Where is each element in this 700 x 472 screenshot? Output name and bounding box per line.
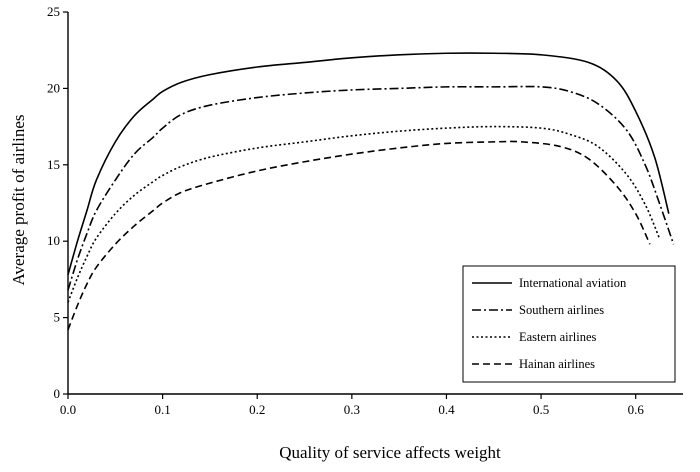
- y-tick-label: 5: [54, 310, 61, 325]
- series-line-1: [67, 52, 670, 276]
- legend-label-4: Hainan airlines: [519, 357, 595, 371]
- series-line-4: [67, 140, 651, 331]
- y-tick-label: 10: [47, 233, 60, 248]
- x-tick-label: 0.2: [249, 402, 265, 417]
- y-tick-label: 25: [47, 4, 60, 19]
- x-tick-label: 0.6: [628, 402, 645, 417]
- series-lines: [67, 52, 675, 331]
- legend-label-2: Southern airlines: [519, 303, 604, 317]
- legend-label-1: International aviation: [519, 276, 627, 290]
- y-tick-label: 0: [54, 386, 61, 401]
- x-tick-label: 0.3: [344, 402, 360, 417]
- legend-label-3: Eastern airlines: [519, 330, 597, 344]
- y-axis-title: Average profit of airlines: [9, 114, 28, 285]
- x-tick-label: 0.1: [154, 402, 170, 417]
- series-line-2: [67, 85, 675, 291]
- legend: International aviation Southern airlines E…: [462, 265, 676, 383]
- y-tick-label: 20: [47, 80, 60, 95]
- y-tick-label: 15: [47, 157, 60, 172]
- x-tick-label: 0.5: [533, 402, 549, 417]
- x-tick-label: 0.0: [60, 402, 76, 417]
- x-ticks: 0.0 0.1 0.2 0.3 0.4 0.5 0.6: [60, 394, 644, 417]
- plot-frame: [67, 12, 683, 395]
- series-line-3: [67, 125, 661, 303]
- x-axis-title: Quality of service affects weight: [279, 443, 501, 462]
- y-ticks: 0 5 10 15 20 25: [47, 4, 68, 401]
- x-tick-label: 0.4: [438, 402, 455, 417]
- legend-box: [462, 265, 676, 383]
